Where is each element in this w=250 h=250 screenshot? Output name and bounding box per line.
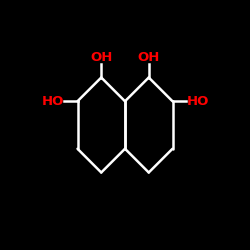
Text: OH: OH [138, 51, 160, 64]
Text: HO: HO [42, 95, 64, 108]
Text: OH: OH [90, 51, 112, 64]
Text: HO: HO [186, 95, 208, 108]
